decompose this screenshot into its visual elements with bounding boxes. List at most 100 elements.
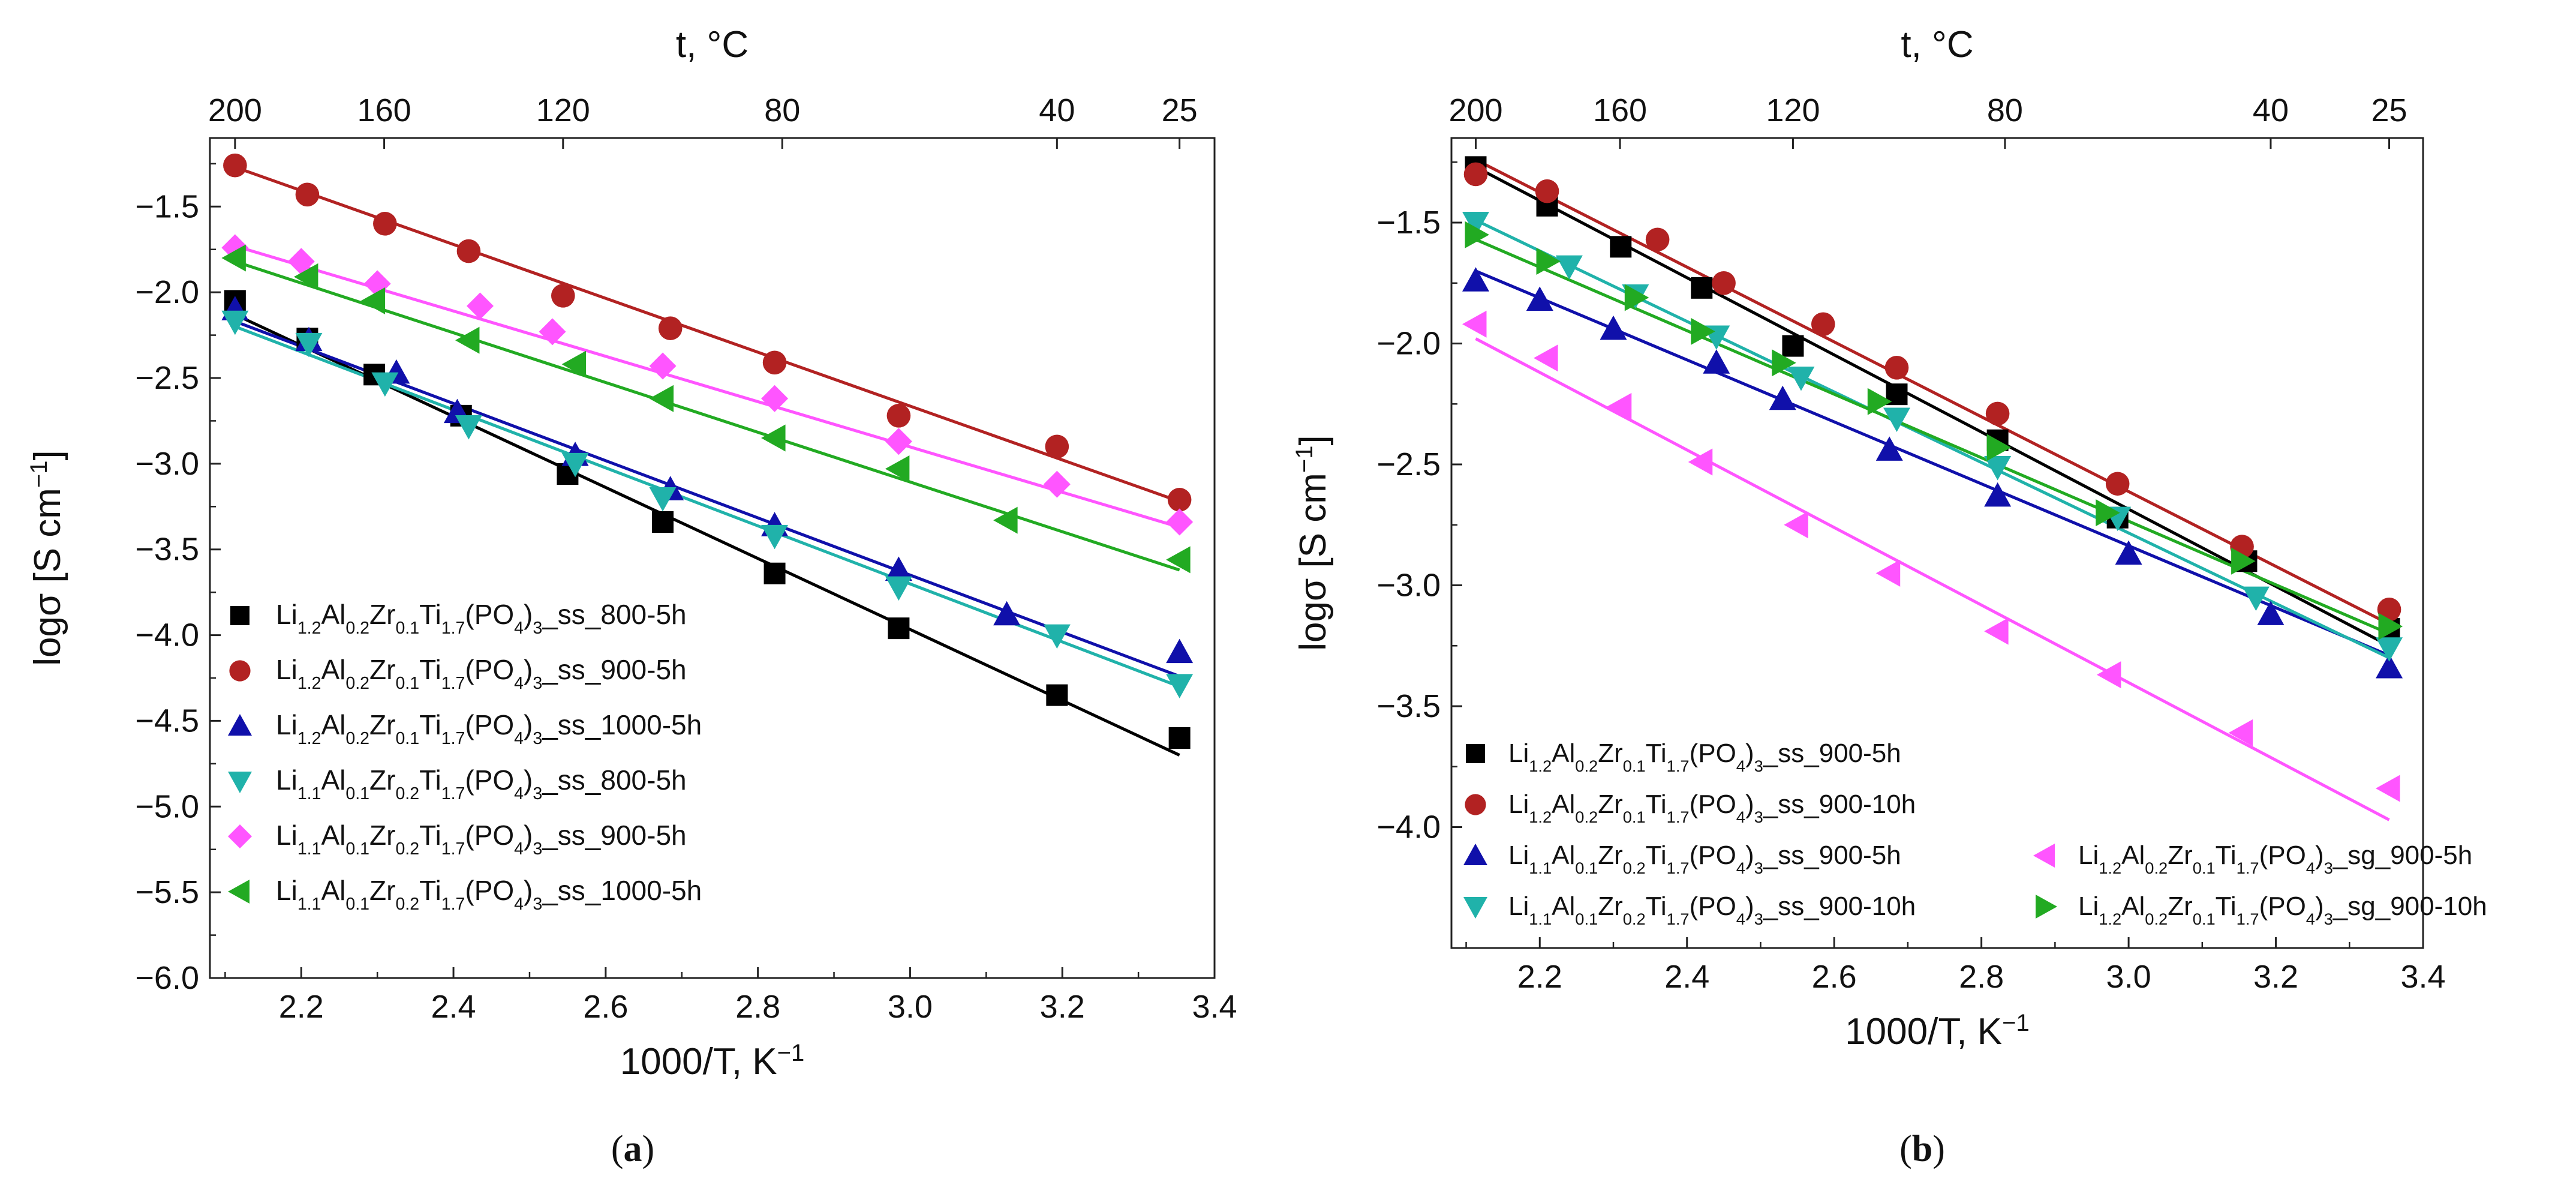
data-point [885,428,912,455]
data-point [1610,236,1632,258]
legend-text-part: (PO [1690,841,1736,870]
legend-subscript: 0.2 [1623,910,1646,928]
legend-text-part: ) [1745,892,1754,921]
data-point [888,617,910,640]
top-tick-label: 80 [764,92,800,128]
legend-text-part: (PO [465,654,514,685]
legend-text-part: Li [276,820,297,851]
legend-text-part: Li [1508,739,1529,768]
legend-subscript: 1.1 [1529,859,1552,877]
legend-text-part: (PO [465,764,514,796]
legend-subscript: 3 [533,674,542,693]
y-tick-label: −4.0 [135,617,199,653]
legend-subscript: 1.7 [441,784,465,803]
caption-letter: a [624,1129,642,1169]
legend-text-part: _ss_900-10h [1763,790,1916,819]
legend-label: Li1.2Al0.2Zr0.1Ti1.7(PO4)3_ss_900-5h [1508,739,1901,775]
legend-text-part: Al [321,875,345,906]
data-point [1787,366,1815,391]
top-tick-label: 80 [1987,92,2023,128]
data-point [652,511,674,533]
legend-subscript: 1.7 [1667,859,1690,877]
y-axis-title: logσ [S cm−1] [1291,435,1334,651]
data-point [993,506,1018,534]
legend-text-part: Ti [419,875,441,906]
data-point [1772,349,1796,377]
x-axis-title: 1000/T, K−1 [620,1040,805,1082]
legend-text-part: Ti [419,709,441,740]
legend-subscript: 1.7 [2237,859,2259,877]
legend-text-part: Zr [369,875,395,906]
legend-text-part: (PO [1690,892,1736,921]
data-point [455,326,480,354]
legend-marker [1466,744,1485,763]
legend-text-part: Al [2121,892,2145,921]
legend-subscript: 3 [533,729,542,748]
data-point [1166,638,1194,664]
top-tick-label: 120 [536,92,590,128]
caption-paren: ( [1899,1129,1912,1169]
data-point [1782,335,1804,357]
legend-text-part: ) [2315,892,2324,921]
x-tick-label: 3.4 [2400,959,2445,995]
data-point [1168,727,1191,749]
legend-text-part: Ti [1646,739,1667,768]
top-tick-label: 40 [1039,92,1075,128]
legend-subscript: 1.7 [441,619,465,638]
legend-text-part: Li [276,599,297,630]
data-point [221,244,246,272]
legend-text-part: Al [2121,841,2145,870]
y-tick-label: −5.0 [135,788,199,824]
legend-text-part: Ti [1646,841,1667,870]
legend-subscript: 0.1 [1575,910,1598,928]
legend-text-part: Al [1552,892,1575,921]
legend-text-part: _ss_1000-5h [542,709,702,740]
legend-text-part: Li [276,764,297,796]
legend-subscript: 0.1 [1575,859,1598,877]
legend-subscript: 3 [1754,808,1763,826]
top-axis-title: t, °C [1901,24,1973,65]
legend-subscript: 0.2 [345,674,369,693]
legend-subscript: 3 [533,619,542,638]
data-point [456,239,481,263]
x-tick-label: 3.2 [1040,989,1085,1025]
legend-subscript: 0.1 [1623,757,1646,775]
legend-text-part: _ss_800-5h [542,599,686,630]
top-tick-label: 25 [1162,92,1198,128]
data-point [1166,546,1191,574]
data-point [1043,470,1071,498]
legend-text-part: Al [321,820,345,851]
legend-marker [228,824,252,848]
legend-text-part: ) [524,764,533,796]
legend-label: Li1.1Al0.1Zr0.2Ti1.7(PO4)3_ss_900-10h [1508,892,1916,928]
legend-text-part: ) [524,599,533,630]
data-point [223,153,247,178]
data-point [221,310,249,335]
data-point [1703,349,1730,374]
data-point [295,182,320,207]
data-point [1984,617,2009,645]
x-tick-label: 3.4 [1192,989,1237,1025]
legend-subscript: 0.2 [1623,859,1646,877]
legend-label: Li1.2Al0.2Zr0.1Ti1.7(PO4)3_ss_1000-5h [276,709,702,748]
fit-line [234,325,1180,688]
data-point [649,352,677,380]
legend-text-part: Al [1552,739,1575,768]
data-point [1624,284,1649,311]
y-tick-label: −6.0 [135,960,199,996]
legend-subscript: 1.2 [2099,859,2121,877]
legend-subscript: 0.2 [345,619,369,638]
legend-text-part: Al [321,654,345,685]
legend-label: Li1.1Al0.1Zr0.2Ti1.7(PO4)3_ss_800-5h [276,764,687,803]
data-point [2228,719,2253,746]
legend-label: Li1.1Al0.1Zr0.2Ti1.7(PO4)3_ss_1000-5h [276,875,702,914]
data-point [1555,255,1583,280]
legend-subscript: 0.2 [345,729,369,748]
data-point [1985,401,2010,426]
legend-marker [228,714,252,736]
y-axis-title-sup: −1 [1291,445,1318,473]
legend-label: Li1.2Al0.2Zr0.1Ti1.7(PO4)3_ss_900-10h [1508,790,1916,826]
data-point [371,372,399,397]
top-tick-label: 200 [208,92,262,128]
data-point [1769,385,1796,410]
